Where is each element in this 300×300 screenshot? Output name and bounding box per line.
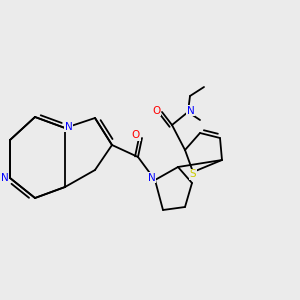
Text: O: O <box>152 106 161 116</box>
Text: N: N <box>65 122 73 131</box>
Text: N: N <box>1 173 8 183</box>
Text: S: S <box>190 169 196 179</box>
Text: O: O <box>132 130 140 140</box>
Text: N: N <box>148 172 155 183</box>
Text: N: N <box>187 106 194 116</box>
